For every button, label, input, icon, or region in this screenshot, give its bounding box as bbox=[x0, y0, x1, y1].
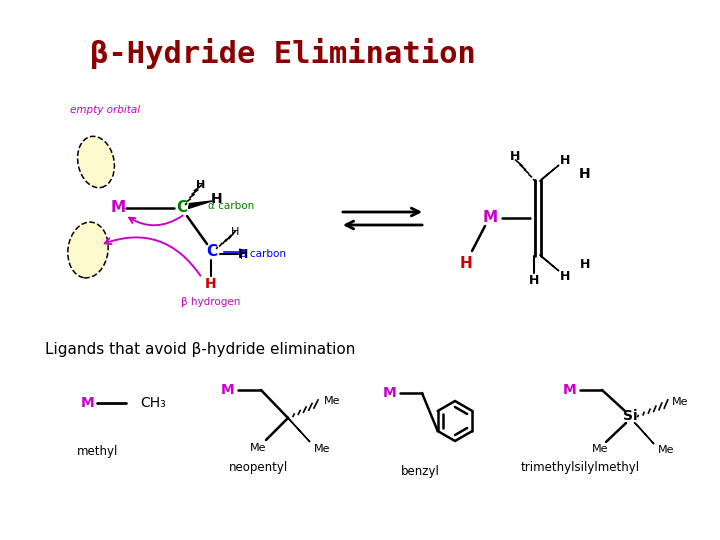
Text: Me: Me bbox=[314, 444, 330, 454]
Text: Me: Me bbox=[658, 445, 675, 455]
Text: M: M bbox=[563, 383, 577, 397]
Text: H: H bbox=[579, 167, 591, 181]
Text: β-Hydride Elimination: β-Hydride Elimination bbox=[90, 38, 476, 69]
Polygon shape bbox=[540, 165, 559, 181]
FancyArrowPatch shape bbox=[129, 215, 183, 225]
Text: Me: Me bbox=[324, 396, 341, 406]
Text: H: H bbox=[238, 247, 248, 260]
Polygon shape bbox=[634, 422, 654, 444]
Text: M: M bbox=[110, 200, 125, 215]
Text: M: M bbox=[482, 211, 498, 226]
Text: Me: Me bbox=[250, 443, 266, 453]
Text: Si: Si bbox=[623, 409, 637, 423]
Text: H: H bbox=[205, 277, 217, 291]
Text: β carbon: β carbon bbox=[240, 249, 286, 259]
Polygon shape bbox=[286, 416, 310, 442]
Text: Ligands that avoid β-hydride elimination: Ligands that avoid β-hydride elimination bbox=[45, 342, 356, 357]
Text: M: M bbox=[81, 396, 95, 410]
Text: H: H bbox=[528, 274, 539, 287]
Text: trimethylsilylmethyl: trimethylsilylmethyl bbox=[521, 462, 639, 475]
Polygon shape bbox=[189, 201, 212, 208]
Ellipse shape bbox=[78, 136, 114, 188]
Text: β hydrogen: β hydrogen bbox=[181, 297, 240, 307]
Text: Me: Me bbox=[672, 397, 688, 407]
Text: H: H bbox=[211, 192, 222, 206]
Text: benzyl: benzyl bbox=[400, 464, 439, 477]
Text: methyl: methyl bbox=[77, 444, 119, 457]
Text: C: C bbox=[207, 245, 217, 260]
Text: M: M bbox=[383, 386, 397, 400]
Text: H: H bbox=[580, 258, 590, 271]
Text: H: H bbox=[197, 180, 206, 190]
Polygon shape bbox=[540, 254, 559, 271]
Text: H: H bbox=[231, 227, 239, 237]
Text: empty orbital: empty orbital bbox=[70, 105, 140, 115]
Text: H: H bbox=[459, 255, 472, 271]
Text: H: H bbox=[560, 153, 570, 166]
Text: neopentyl: neopentyl bbox=[228, 462, 287, 475]
Text: H: H bbox=[510, 151, 520, 164]
Text: C: C bbox=[176, 200, 188, 215]
Text: CH₃: CH₃ bbox=[140, 396, 166, 410]
Text: Me: Me bbox=[592, 444, 608, 454]
Text: M: M bbox=[221, 383, 235, 397]
Text: α carbon: α carbon bbox=[208, 201, 254, 211]
FancyArrowPatch shape bbox=[104, 238, 200, 276]
Text: H: H bbox=[560, 271, 570, 284]
Ellipse shape bbox=[68, 222, 108, 278]
